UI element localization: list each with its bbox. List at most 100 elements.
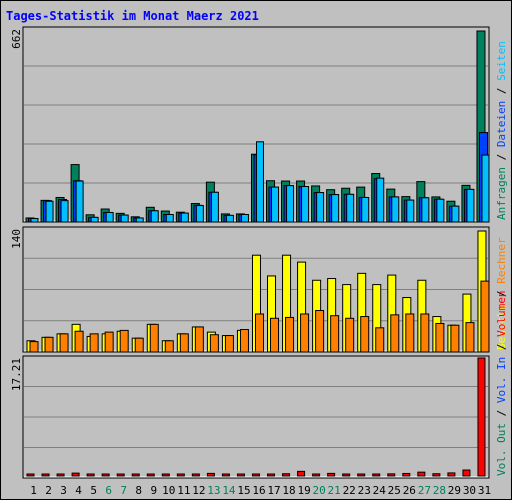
sites-bar [224, 335, 234, 353]
x-tick-label: 19 [297, 484, 310, 497]
x-tick-label: 26 [403, 484, 416, 497]
pages-bar [210, 191, 219, 223]
pages-bar [75, 180, 84, 223]
pages-bar [90, 216, 99, 223]
volume-bar [267, 473, 276, 477]
x-tick-label: 17 [267, 484, 280, 497]
sites-bar [119, 329, 129, 353]
x-tick-label: 11 [177, 484, 190, 497]
sites-bar [270, 317, 280, 353]
volume-bar [432, 473, 441, 477]
legend-visits: Besuche / Rechner [495, 237, 508, 350]
volume-bar [447, 472, 456, 477]
legend-item: Dateien [495, 101, 508, 147]
pages-bar [255, 141, 264, 223]
x-tick-label: 13 [207, 484, 220, 497]
x-tick-label: 28 [433, 484, 446, 497]
x-tick-label: 30 [463, 484, 476, 497]
pages-bar [331, 194, 340, 223]
sites-bar [104, 331, 114, 353]
volume-bar [462, 469, 471, 477]
pages-bar [30, 218, 39, 223]
volume-bar [221, 473, 230, 477]
pages-bar [240, 214, 249, 223]
volume-bar [131, 473, 140, 477]
volume-bar [402, 472, 411, 477]
legend-item: Besuche [495, 304, 508, 350]
sites-bar [149, 323, 159, 353]
volume-bar [116, 473, 125, 477]
pages-bar [451, 205, 460, 223]
sites-bar [74, 330, 84, 353]
legend-separator: / [495, 284, 508, 304]
legend-item: Vol. Out [495, 423, 508, 476]
sites-bar [179, 333, 189, 353]
pages-bar [316, 192, 325, 223]
sites-bar [450, 324, 460, 353]
pages-bar [135, 217, 144, 223]
sites-bar [360, 316, 370, 353]
volume-bar [387, 473, 396, 477]
pages-bar [120, 214, 129, 223]
volume-bar [176, 473, 185, 477]
x-tick-label: 1 [30, 484, 37, 497]
volume-bar [146, 473, 155, 477]
pages-bar [301, 186, 310, 223]
sites-bar [375, 327, 385, 353]
sites-bar [164, 340, 174, 353]
x-tick-label: 29 [448, 484, 461, 497]
sites-bar [44, 336, 54, 353]
sites-bar [59, 333, 69, 353]
volume-bar [191, 473, 200, 477]
pages-bar [361, 196, 370, 223]
volume-bar [71, 472, 80, 477]
x-tick-label: 5 [90, 484, 97, 497]
volume-bar [161, 473, 170, 477]
volume-bar [251, 473, 260, 477]
pages-bar [60, 200, 69, 223]
volume-bar [56, 473, 65, 477]
volume-bar [41, 473, 50, 477]
legend-item: Anfragen [495, 167, 508, 220]
pages-bar [436, 198, 445, 223]
x-tick-label: 16 [252, 484, 265, 497]
sites-bar [300, 313, 310, 353]
sites-bar [435, 322, 445, 353]
legend-item: Vol. In [495, 357, 508, 403]
pages-bar [391, 196, 400, 223]
legend-separator: / [495, 403, 508, 423]
sites-bar [285, 316, 295, 353]
volume-bar [327, 472, 336, 477]
legend-item: Seiten [495, 41, 508, 81]
sites-bar [315, 310, 325, 353]
pages-bar [466, 188, 475, 223]
sites-bar [239, 329, 249, 353]
sites-bar [254, 313, 264, 353]
x-tick-label: 22 [343, 484, 356, 497]
x-tick-label: 20 [313, 484, 326, 497]
sites-bar [29, 341, 39, 353]
x-tick-label: 18 [282, 484, 295, 497]
x-tick-label: 27 [418, 484, 431, 497]
volume-bar [26, 473, 35, 477]
x-tick-label: 14 [222, 484, 236, 497]
volume-bar [372, 473, 381, 477]
chart-title: Tages-Statistik im Monat Maerz 2021 [6, 9, 259, 23]
x-tick-label: 24 [373, 484, 387, 497]
sites-bar [194, 326, 204, 353]
volume-bar [477, 357, 486, 477]
pages-bar [105, 211, 114, 223]
pages-bar [406, 199, 415, 223]
sites-bar [420, 313, 430, 353]
volume-bar [236, 473, 245, 477]
legend-requests: Anfragen / Dateien / Seiten [495, 41, 508, 220]
sites-bar [209, 334, 219, 353]
pages-bar [481, 154, 490, 223]
pages-bar [225, 214, 234, 223]
pages-bar [421, 197, 430, 223]
volume-bar [417, 471, 426, 477]
x-tick-label: 23 [358, 484, 371, 497]
legend-separator: / [495, 337, 508, 357]
